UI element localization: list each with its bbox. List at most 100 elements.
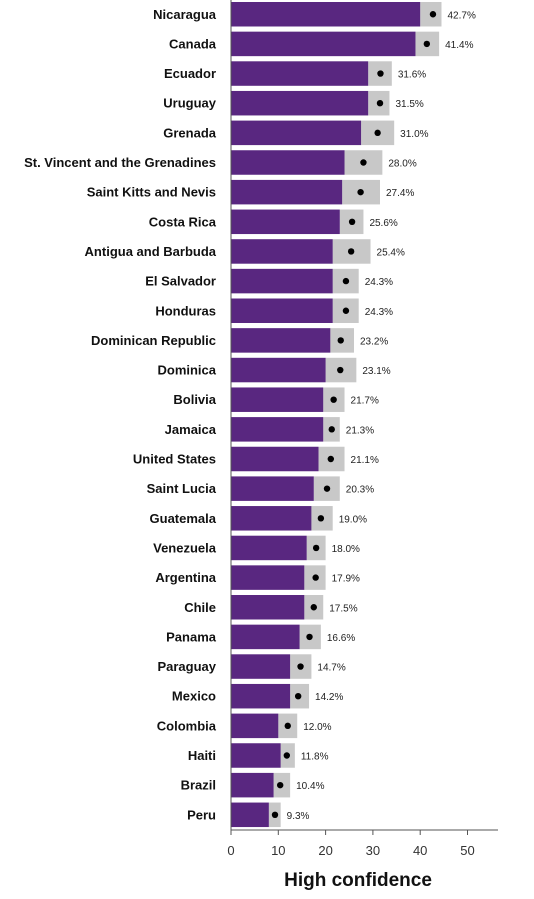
bar xyxy=(231,713,279,739)
bar xyxy=(231,417,324,442)
estimate-point xyxy=(312,574,319,581)
data-label: 27.4% xyxy=(386,188,414,199)
bar xyxy=(231,298,333,323)
data-label: 10.4% xyxy=(296,781,324,792)
bar xyxy=(231,506,312,531)
category-label: El Salvador xyxy=(145,274,216,289)
estimate-point xyxy=(312,544,320,552)
estimate-point xyxy=(357,188,364,196)
bar xyxy=(231,535,307,561)
category-label: Grenada xyxy=(163,125,217,140)
data-label: 25.4% xyxy=(377,247,405,258)
x-tick-label: 40 xyxy=(413,843,427,858)
estimate-point xyxy=(342,277,350,285)
category-label: Jamaica xyxy=(165,422,217,437)
estimate-point xyxy=(374,129,381,137)
category-label: Venezuela xyxy=(153,540,217,555)
estimate-point xyxy=(284,722,291,730)
bar xyxy=(231,772,274,798)
bar xyxy=(231,595,305,620)
estimate-point xyxy=(271,811,279,818)
estimate-point xyxy=(377,70,384,77)
estimate-point xyxy=(276,781,284,789)
bar xyxy=(231,446,319,472)
bar xyxy=(231,357,326,383)
data-label: 14.2% xyxy=(315,692,343,703)
bar xyxy=(231,120,362,146)
category-label: Paraguay xyxy=(157,659,216,674)
estimate-point xyxy=(342,307,350,314)
estimate-point xyxy=(297,663,304,670)
x-tick-label: 20 xyxy=(318,843,332,858)
bar xyxy=(231,624,300,650)
estimate-point xyxy=(327,455,335,463)
estimate-point xyxy=(317,515,325,522)
category-label: Ecuador xyxy=(164,66,216,81)
data-label: 28.0% xyxy=(388,159,416,170)
data-label: 11.8% xyxy=(301,752,329,763)
bar xyxy=(231,239,333,264)
category-label: Mexico xyxy=(172,689,216,704)
estimate-point xyxy=(337,337,344,344)
category-label: Saint Lucia xyxy=(147,481,217,496)
bars-layer xyxy=(231,2,442,828)
estimate-point xyxy=(423,40,431,48)
category-label: Colombia xyxy=(157,718,217,733)
category-label: United States xyxy=(133,452,216,467)
category-label: Peru xyxy=(187,807,216,822)
x-tick-label: 30 xyxy=(366,843,380,858)
estimate-point xyxy=(310,604,317,611)
category-label: Guatemala xyxy=(150,511,217,526)
data-label: 25.6% xyxy=(369,218,397,229)
data-label: 18.0% xyxy=(332,544,360,555)
bar xyxy=(231,328,331,353)
data-label: 17.9% xyxy=(332,574,360,585)
category-label: Dominica xyxy=(157,363,216,378)
estimate-point xyxy=(376,100,384,107)
estimate-point xyxy=(328,426,335,433)
bar xyxy=(231,179,343,205)
data-label: 42.7% xyxy=(447,10,475,21)
data-label: 23.1% xyxy=(362,366,390,377)
x-tick-label: 50 xyxy=(460,843,474,858)
category-label: Saint Kitts and Nevis xyxy=(87,185,216,200)
data-label: 16.6% xyxy=(327,633,355,644)
x-tick-label: 0 xyxy=(227,843,234,858)
estimate-point xyxy=(283,752,291,759)
x-tick-label: 10 xyxy=(271,843,285,858)
category-label: Dominican Republic xyxy=(91,333,216,348)
category-label: Chile xyxy=(184,600,216,615)
estimate-point xyxy=(306,633,313,641)
category-label: Nicaragua xyxy=(153,7,217,22)
data-label: 14.7% xyxy=(317,663,345,674)
data-label: 12.0% xyxy=(303,722,331,733)
estimate-point xyxy=(337,366,344,374)
bar xyxy=(231,209,340,235)
category-label: Canada xyxy=(169,36,217,51)
estimate-point xyxy=(323,485,331,492)
category-label: Uruguay xyxy=(163,96,217,111)
bar xyxy=(231,743,281,768)
bar xyxy=(231,2,421,27)
x-axis-title: High confidence xyxy=(284,870,432,891)
data-label: 19.0% xyxy=(339,514,367,525)
data-label: 23.2% xyxy=(360,336,388,347)
estimate-point xyxy=(348,218,356,225)
estimate-point xyxy=(330,396,337,403)
category-label: Honduras xyxy=(155,303,216,318)
category-label: Argentina xyxy=(155,570,216,585)
category-label: Haiti xyxy=(188,748,216,763)
bar xyxy=(231,387,324,412)
estimate-point xyxy=(429,11,437,18)
data-label: 21.1% xyxy=(351,455,379,466)
bar xyxy=(231,476,314,501)
data-label: 31.0% xyxy=(400,129,428,140)
data-label: 9.3% xyxy=(287,811,310,822)
bar xyxy=(231,802,269,828)
data-label: 24.3% xyxy=(365,277,393,288)
data-label: 17.5% xyxy=(329,603,357,614)
bar xyxy=(231,150,345,175)
category-label: Costa Rica xyxy=(149,214,217,229)
x-ticks: 0 10 20 30 40 50 xyxy=(227,830,475,858)
